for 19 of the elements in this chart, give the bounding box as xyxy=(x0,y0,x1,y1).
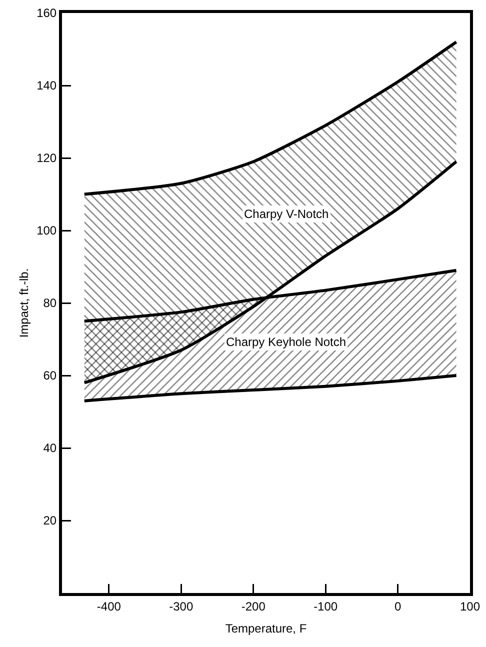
series-label: Charpy V-Notch xyxy=(244,207,329,221)
x-tick-label: -300 xyxy=(169,599,194,614)
y-tick-label: 20 xyxy=(43,514,57,528)
y-tick-label: 40 xyxy=(43,441,57,456)
x-tick-label: 0 xyxy=(394,599,402,614)
y-tick-label: 120 xyxy=(36,151,57,166)
x-tick-label: -100 xyxy=(314,599,338,614)
x-tick-label: 100 xyxy=(460,599,480,614)
y-axis-title: Impact, ft.-lb. xyxy=(16,268,31,338)
series-label: Charpy Keyhole Notch xyxy=(226,335,346,349)
x-tick-label: -400 xyxy=(96,599,122,614)
y-tick-label: 80 xyxy=(43,296,57,310)
x-axis-title: Temperature, F xyxy=(225,621,307,636)
y-tick-label: 160 xyxy=(36,6,57,20)
x-tick-label: -200 xyxy=(241,599,266,614)
line-series xyxy=(82,374,458,402)
y-tick-label: 100 xyxy=(36,224,57,238)
y-tick-label: 140 xyxy=(36,78,57,93)
y-tick-label: 60 xyxy=(43,368,57,383)
